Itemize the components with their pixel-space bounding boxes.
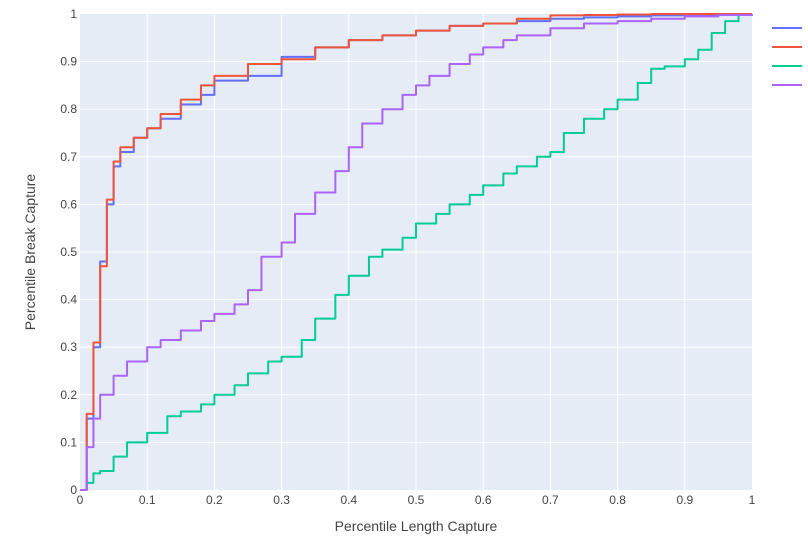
grid [80,14,752,490]
y-tick-label: 0.1 [60,435,77,449]
x-tick-label: 0 [77,493,84,507]
x-tick-label: 0.9 [676,493,693,507]
y-tick-label: 0.3 [60,340,77,354]
y-axis-ticks: 0 0.1 0.2 0.3 0.4 0.5 0.6 0.7 0.8 0.9 1 [60,7,77,497]
series-line-4 [80,13,753,491]
series-lines [80,13,753,491]
y-tick-label: 0.6 [60,197,77,211]
x-tick-label: 0.8 [609,493,626,507]
x-tick-label: 0.3 [273,493,290,507]
y-axis-title: Percentile Break Capture [22,174,38,331]
y-tick-label: 0.2 [60,388,77,402]
x-tick-label: 0.6 [475,493,492,507]
x-tick-label: 0.5 [408,493,425,507]
y-tick-label: 0.8 [60,102,77,116]
x-axis-ticks: 0 0.1 0.2 0.3 0.4 0.5 0.6 0.7 0.8 0.9 1 [77,493,756,507]
series-line-3 [80,13,753,491]
x-tick-label: 0.2 [206,493,223,507]
y-tick-label: 0.5 [60,245,77,259]
x-tick-label: 0.7 [542,493,559,507]
x-tick-label: 0.4 [340,493,357,507]
series-line-2 [80,13,752,491]
y-tick-label: 0.4 [60,293,77,307]
y-tick-label: 0.9 [60,55,77,69]
x-tick-label: 1 [749,493,756,507]
y-tick-label: 0.7 [60,150,77,164]
y-tick-label: 0 [70,483,77,497]
legend[interactable] [772,27,802,86]
y-tick-label: 1 [70,7,77,21]
x-axis-title: Percentile Length Capture [335,518,498,534]
x-tick-label: 0.1 [139,493,156,507]
